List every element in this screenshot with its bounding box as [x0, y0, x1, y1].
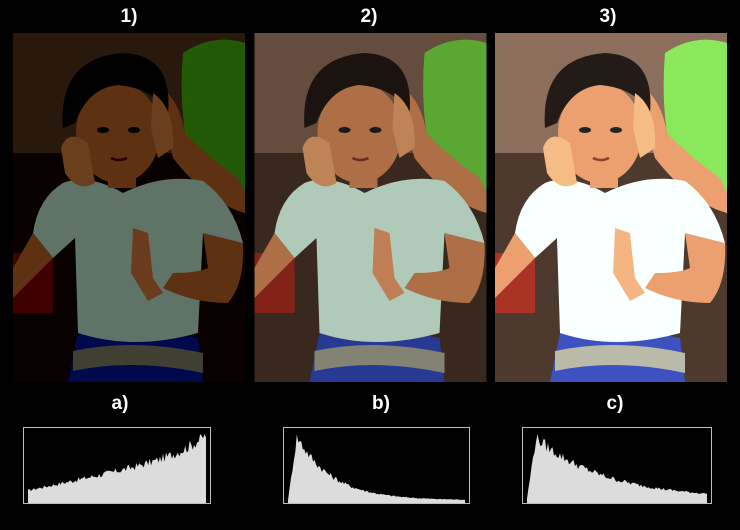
raised-hand — [131, 228, 163, 301]
adult-arm — [153, 83, 245, 213]
mouth — [351, 156, 370, 162]
right-arm — [645, 233, 726, 303]
adult-arm — [635, 83, 727, 213]
embroidered-belt — [314, 344, 445, 373]
histogram-c — [522, 427, 712, 504]
hair — [62, 53, 169, 128]
photo-bright — [495, 33, 727, 382]
adult-hand-right — [633, 93, 656, 158]
histogram-fill — [28, 434, 206, 503]
left-arm — [495, 233, 535, 298]
photo-normal-svg — [254, 33, 487, 382]
raised-hand — [613, 228, 645, 301]
left-arm — [13, 233, 53, 298]
adult-hand-right — [151, 93, 174, 158]
histogram-c-plot — [527, 434, 707, 503]
photo-bright-svg — [495, 33, 727, 382]
histogram-a-plot — [28, 434, 206, 503]
histogram-a-label: a) — [111, 393, 129, 414]
mouth — [110, 156, 128, 162]
adult-hand-right — [392, 93, 415, 158]
eye-right — [369, 127, 382, 133]
histogram-b — [283, 427, 470, 504]
face — [76, 83, 160, 183]
left-arm — [254, 233, 295, 298]
adult-hand-left — [61, 136, 95, 187]
histogram-c-label: c) — [606, 393, 624, 414]
hair — [304, 53, 410, 128]
right-arm — [163, 233, 244, 303]
face — [317, 83, 402, 183]
panel-3-label: 3) — [599, 6, 617, 27]
mouth — [592, 156, 610, 162]
histogram-fill — [527, 434, 707, 503]
photo-dark — [13, 33, 245, 382]
histogram-a — [23, 427, 211, 504]
histogram-b-plot — [288, 434, 465, 503]
adult-arm — [394, 83, 487, 213]
histogram-b-label: b) — [372, 393, 390, 414]
eye-right — [128, 127, 140, 133]
adult-hand-left — [302, 136, 337, 187]
adult-hand-left — [543, 136, 577, 187]
eye-left — [338, 127, 351, 133]
eye-left — [579, 127, 591, 133]
photo-normal — [254, 33, 487, 382]
eye-right — [610, 127, 622, 133]
photo-dark-svg — [13, 33, 245, 382]
histogram-fill — [288, 434, 465, 503]
embroidered-belt — [555, 344, 685, 373]
panel-2-label: 2) — [360, 6, 378, 27]
right-arm — [404, 233, 485, 303]
raised-hand — [372, 228, 405, 301]
hair — [544, 53, 651, 128]
panel-1-label: 1) — [120, 6, 138, 27]
embroidered-belt — [73, 344, 203, 373]
face — [558, 83, 642, 183]
eye-left — [97, 127, 109, 133]
